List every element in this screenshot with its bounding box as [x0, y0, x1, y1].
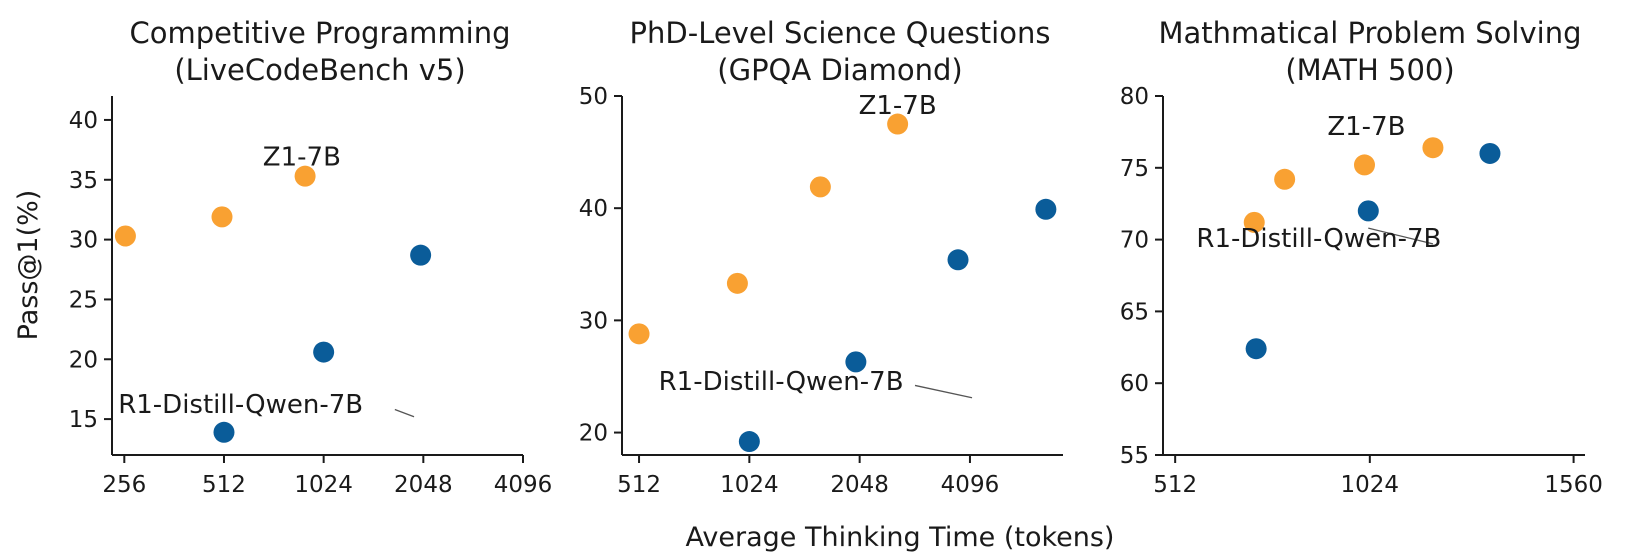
point-annotation: R1-Distill-Qwen-7B	[118, 390, 363, 420]
y-tick-label: 60	[1120, 371, 1149, 397]
r1-point	[947, 249, 969, 271]
panel-title-line2: (LiveCodeBench v5)	[174, 53, 465, 87]
y-tick-label: 65	[1120, 299, 1149, 325]
z1-point	[809, 176, 831, 198]
y-tick-label: 15	[69, 407, 98, 433]
r1-point	[313, 341, 335, 363]
point-annotation: R1-Distill-Qwen-7B	[659, 367, 904, 397]
point-annotation: Z1-7B	[859, 91, 937, 121]
x-tick-label: 512	[617, 472, 661, 498]
r1-point	[1479, 142, 1501, 164]
y-tick-label: 30	[579, 308, 608, 334]
panel-gpqa-diamond: PhD-Level Science Questions (GPQA Diamon…	[579, 16, 1063, 498]
y-tick-label: 30	[69, 228, 98, 254]
x-tick-label: 1024	[294, 472, 353, 498]
x-tick-label: 512	[202, 472, 246, 498]
r1-point	[1357, 200, 1379, 222]
panel-title-line1: Competitive Programming	[129, 16, 510, 50]
x-tick-label: 2048	[830, 472, 889, 498]
x-tick-label: 256	[102, 472, 146, 498]
z1-point	[628, 323, 650, 345]
x-axis-label: Average Thinking Time (tokens)	[686, 522, 1115, 553]
x-tick-label: 4096	[941, 472, 1000, 498]
point-annotation: R1-Distill-Qwen-7B	[1196, 224, 1441, 254]
z1-point	[294, 165, 316, 187]
z1-point	[1353, 154, 1375, 176]
y-tick-label: 25	[69, 287, 98, 313]
z1-point	[211, 206, 233, 228]
y-tick-label: 35	[69, 168, 98, 194]
r1-point	[1245, 338, 1267, 360]
y-tick-label: 80	[1120, 84, 1149, 110]
x-tick-label: 2048	[394, 472, 453, 498]
y-tick-label: 50	[579, 84, 608, 110]
z1-point	[887, 113, 909, 135]
y-tick-label: 70	[1120, 228, 1149, 254]
panel-title-line2: (MATH 500)	[1285, 53, 1454, 87]
y-tick-label: 40	[579, 196, 608, 222]
z1-point	[114, 225, 136, 247]
panel-livecodebench: Competitive Programming (LiveCodeBench v…	[69, 16, 553, 498]
panel-math-500: Mathmatical Problem Solving (MATH 500) 5…	[1120, 16, 1603, 498]
r1-point	[1035, 198, 1057, 220]
y-tick-label: 40	[69, 108, 98, 134]
annotation-leader-line	[1368, 227, 1434, 245]
r1-point	[410, 244, 432, 266]
x-tick-label: 1024	[1341, 472, 1400, 498]
point-annotation: Z1-7B	[263, 142, 341, 172]
r1-point	[213, 421, 235, 443]
point-annotation: Z1-7B	[1327, 112, 1405, 142]
z1-point	[726, 272, 748, 294]
z1-point	[1422, 137, 1444, 159]
y-tick-label: 20	[69, 347, 98, 373]
x-tick-label: 4096	[494, 472, 553, 498]
r1-point	[738, 431, 760, 453]
y-tick-label: 55	[1120, 443, 1149, 469]
panel-title-line2: (GPQA Diamond)	[717, 53, 962, 87]
x-tick-label: 1024	[720, 472, 779, 498]
y-tick-label: 75	[1120, 156, 1149, 182]
y-tick-label: 20	[579, 421, 608, 447]
annotation-leader-line	[914, 384, 973, 399]
annotation-leader-line	[394, 408, 415, 418]
panel-title-line1: PhD-Level Science Questions	[630, 16, 1051, 50]
z1-point	[1243, 211, 1265, 233]
x-tick-label: 1560	[1544, 472, 1603, 498]
y-axis-label: Pass@1(%)	[13, 190, 44, 341]
x-tick-label: 512	[1153, 472, 1197, 498]
panel-title-line1: Mathmatical Problem Solving	[1159, 16, 1582, 50]
r1-point	[845, 351, 867, 373]
z1-point	[1274, 168, 1296, 190]
